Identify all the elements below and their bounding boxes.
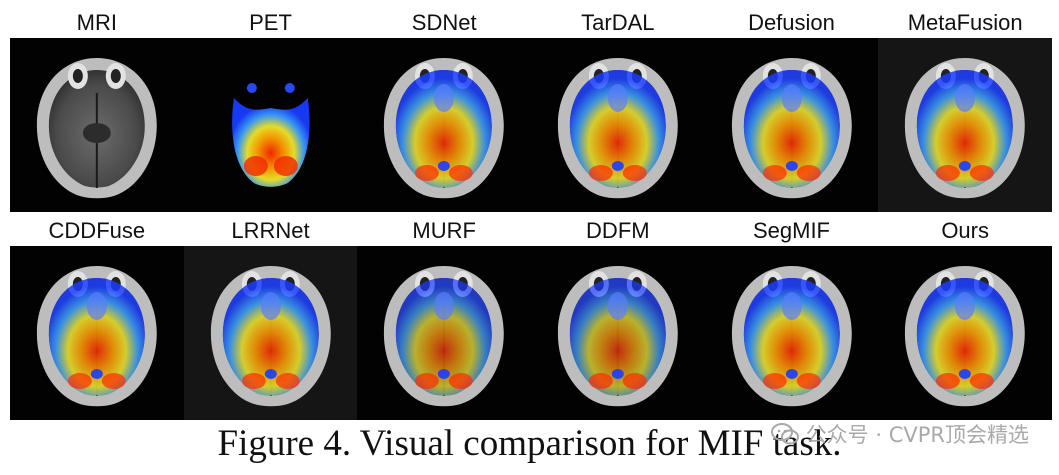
label-mri: MRI: [76, 10, 117, 35]
wechat-icon: [770, 422, 800, 446]
image-defusion: [704, 38, 879, 212]
image-ours: [878, 246, 1052, 420]
figure-grid: MRI PET SDNet TarDAL Defusion MetaFusion…: [10, 8, 1052, 420]
image-segmif: [704, 246, 879, 420]
label-ddfm: DDFM: [586, 218, 650, 243]
image-pet: [183, 38, 358, 212]
watermark: 公众号 · CVPR顶会精选: [770, 419, 1029, 449]
image-tardal: [531, 38, 705, 212]
label-tardal: TarDAL: [581, 10, 655, 35]
label-sdnet: SDNet: [411, 10, 477, 35]
image-mri: [10, 38, 184, 212]
label-cddfuse: CDDFuse: [48, 218, 146, 243]
image-metafusion: [878, 38, 1052, 212]
label-ours: Ours: [941, 218, 989, 243]
image-ddfm: [531, 246, 705, 420]
label-defusion: Defusion: [748, 10, 835, 35]
image-sdnet: [357, 38, 531, 212]
figure-caption: Figure 4. Visual comparison for MIF task…: [217, 423, 842, 464]
image-cddfuse: [10, 246, 184, 420]
watermark-text: 公众号 · CVPR顶会精选: [805, 423, 1029, 447]
label-metafusion: MetaFusion: [907, 10, 1023, 35]
label-lrrnet: LRRNet: [231, 218, 310, 243]
image-lrrnet: [183, 246, 358, 420]
image-murf: [357, 246, 531, 420]
label-pet: PET: [249, 10, 292, 35]
label-segmif: SegMIF: [752, 218, 830, 243]
label-murf: MURF: [412, 218, 476, 243]
